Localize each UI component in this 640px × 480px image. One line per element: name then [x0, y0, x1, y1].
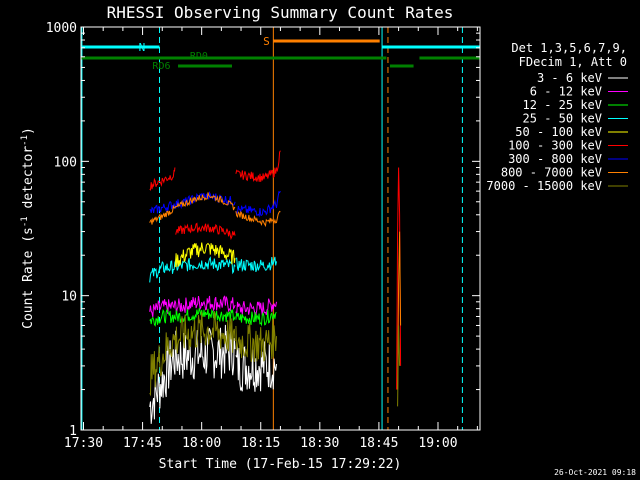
chart-title: RHESSI Observing Summary Count Rates	[107, 3, 454, 22]
legend-label: 25 - 50 keV	[523, 112, 602, 126]
x-tick-label: 17:45	[123, 436, 162, 451]
legend-header-line-1: Det 1,3,5,6,7,9,	[511, 41, 627, 55]
series-line	[149, 311, 236, 397]
series-line	[149, 295, 236, 318]
x-tick-label: 18:45	[359, 436, 398, 451]
x-tick-label: 18:30	[300, 436, 339, 451]
series-line	[149, 167, 176, 191]
series-line	[235, 150, 281, 183]
y-tick-label: 1000	[46, 21, 77, 36]
plot-area: N S RD0 RD6	[81, 27, 480, 430]
legend-header-line-2: FDecim 1, Att 0	[519, 55, 627, 69]
y-tick-label: 1	[69, 424, 77, 439]
legend-label: 7000 - 15000 keV	[486, 179, 602, 193]
series-line	[149, 308, 236, 327]
series-line	[235, 256, 277, 273]
legend-label: 3 - 6 keV	[537, 71, 602, 85]
x-tick-label: 18:00	[182, 436, 221, 451]
date-stamp: 26-Oct-2021 09:18	[554, 468, 636, 477]
x-tick-label: 19:00	[418, 436, 457, 451]
series-line	[235, 298, 277, 317]
legend: Det 1,3,5,6,7,9, FDecim 1, Att 0 3 - 6 k…	[486, 41, 628, 193]
series-line	[174, 242, 236, 268]
spike-line	[397, 325, 401, 407]
legend-label: 300 - 800 keV	[508, 152, 602, 166]
y-tick-label: 100	[54, 155, 77, 170]
series-line	[149, 324, 236, 424]
night-label: N	[139, 41, 146, 54]
legend-label: 50 - 100 keV	[515, 125, 602, 139]
legend-label: 12 - 25 keV	[523, 98, 602, 112]
series-line	[235, 190, 281, 218]
rd6-label: RD6	[152, 61, 170, 72]
saa-label: S	[263, 35, 270, 48]
rd0-label: RD0	[190, 51, 208, 62]
legend-label: 100 - 300 keV	[508, 139, 602, 153]
series-line	[175, 222, 236, 241]
legend-label: 800 - 7000 keV	[501, 166, 602, 180]
series-line	[235, 319, 277, 362]
y-axis-label: Count Rate (s-1 detector-1)	[20, 127, 36, 329]
y-tick-label: 10	[61, 290, 77, 305]
series-line	[235, 341, 277, 392]
series-line	[235, 210, 281, 228]
series-line	[149, 256, 236, 283]
series-line	[235, 309, 277, 327]
series-line	[149, 192, 236, 225]
x-tick-label: 17:30	[64, 436, 103, 451]
x-axis-label: Start Time (17-Feb-15 17:29:22)	[159, 457, 402, 472]
legend-label: 6 - 12 keV	[530, 85, 602, 99]
x-tick-label: 18:15	[241, 436, 280, 451]
